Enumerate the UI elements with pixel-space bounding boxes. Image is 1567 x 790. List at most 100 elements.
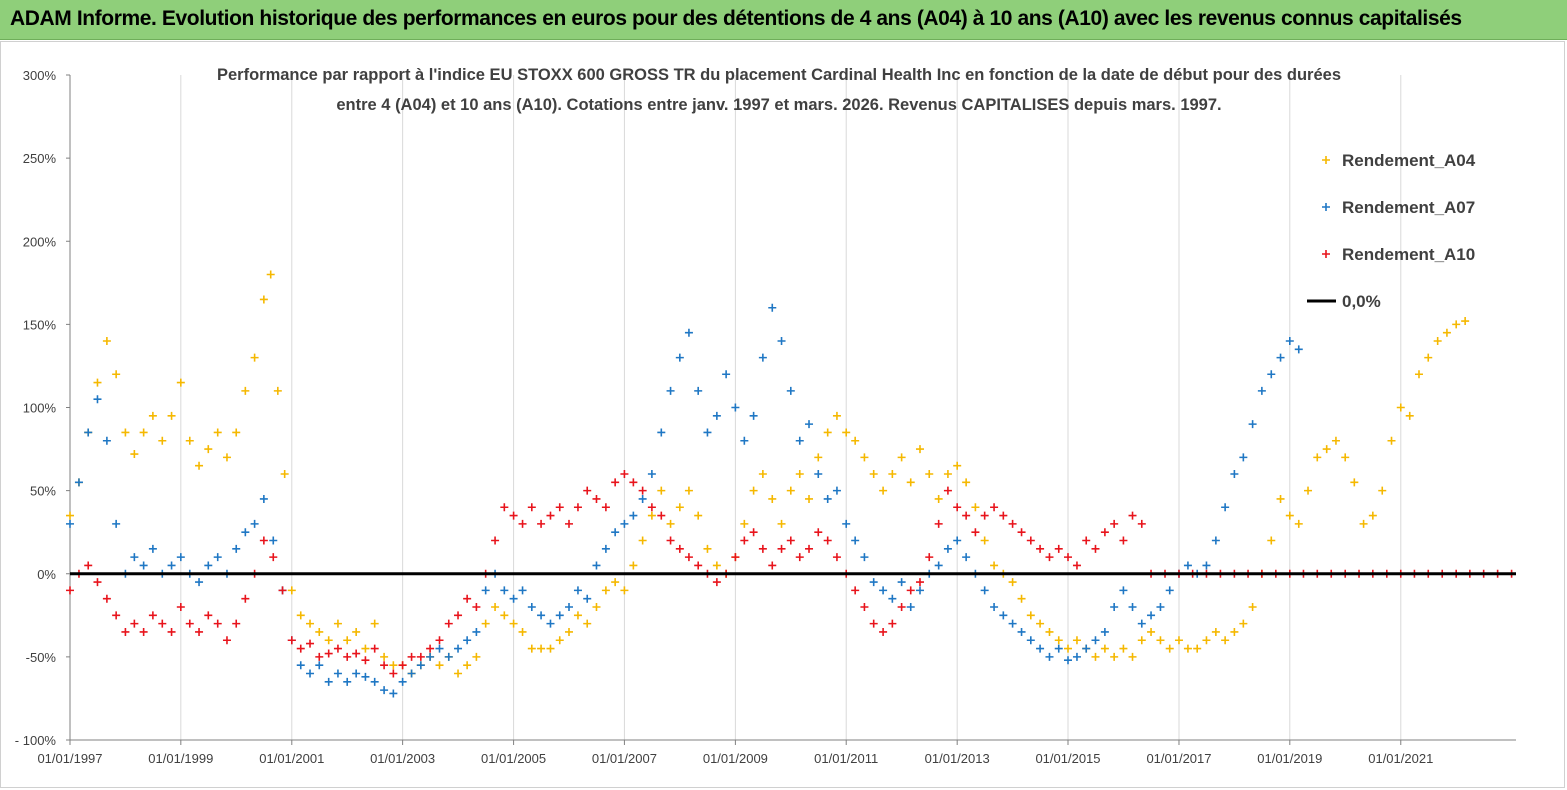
data-point <box>213 428 222 437</box>
x-tick-label: 01/01/2021 <box>1368 751 1433 766</box>
data-point <box>112 611 121 620</box>
data-point <box>1026 536 1035 545</box>
data-point <box>758 353 767 362</box>
data-point <box>176 553 185 562</box>
series-rendement-a07 <box>66 303 1303 698</box>
data-point <box>102 436 111 445</box>
data-point <box>805 420 814 429</box>
data-point <box>370 619 379 628</box>
data-point <box>1257 386 1266 395</box>
data-point <box>1165 644 1174 653</box>
data-point <box>842 428 851 437</box>
data-point <box>980 586 989 595</box>
data-point <box>296 661 305 670</box>
data-point <box>509 594 518 603</box>
data-point <box>768 494 777 503</box>
x-tick-label: 01/01/1997 <box>37 751 102 766</box>
data-point <box>195 578 204 587</box>
data-point <box>500 586 509 595</box>
chart-title-line2: entre 4 (A04) et 10 ans (A10). Cotations… <box>336 96 1221 114</box>
data-point <box>795 436 804 445</box>
data-point <box>213 619 222 628</box>
chart-title-line1: Performance par rapport à l'indice EU ST… <box>217 66 1341 84</box>
data-point <box>102 594 111 603</box>
legend-label: Rendement_A04 <box>1342 151 1476 170</box>
data-point <box>435 661 444 670</box>
data-point <box>620 519 629 528</box>
data-point <box>1221 503 1230 512</box>
data-point <box>1082 644 1091 653</box>
data-point <box>1239 453 1248 462</box>
data-point <box>1230 627 1239 636</box>
data-point <box>1091 544 1100 553</box>
data-point <box>546 511 555 520</box>
data-point <box>93 395 102 404</box>
data-point <box>278 586 287 595</box>
data-point <box>694 511 703 520</box>
data-point <box>1091 652 1100 661</box>
data-point <box>167 411 176 420</box>
data-point <box>953 536 962 545</box>
data-point <box>573 586 582 595</box>
data-point <box>703 428 712 437</box>
data-point <box>315 661 324 670</box>
data-point <box>555 503 564 512</box>
data-point <box>130 553 139 562</box>
data-point <box>611 478 620 487</box>
data-point <box>953 503 962 512</box>
data-point <box>657 511 666 520</box>
data-point <box>795 553 804 562</box>
data-point <box>666 386 675 395</box>
data-point <box>148 411 157 420</box>
data-point <box>416 652 425 661</box>
data-point <box>1137 636 1146 645</box>
data-point <box>472 603 481 611</box>
data-point <box>463 594 472 603</box>
y-tick-label: 100% <box>23 401 57 416</box>
data-point <box>638 486 647 495</box>
data-point <box>1017 627 1026 636</box>
data-point <box>398 677 407 686</box>
data-point <box>832 486 841 495</box>
data-point <box>897 578 906 587</box>
data-point <box>897 453 906 462</box>
y-tick-label: 150% <box>23 317 57 332</box>
data-point <box>758 544 767 553</box>
data-point <box>1008 519 1017 528</box>
data-point <box>398 661 407 670</box>
data-point <box>269 553 278 562</box>
data-point <box>555 636 564 645</box>
data-point <box>463 661 472 670</box>
data-point <box>1064 656 1073 665</box>
data-point <box>1183 644 1192 653</box>
y-tick-label: 250% <box>23 151 57 166</box>
data-point <box>509 619 518 628</box>
data-point <box>93 378 102 387</box>
data-point <box>435 644 444 653</box>
data-point <box>380 652 389 661</box>
legend: Rendement_A04 Rendement_A07 Rendement_A10 0… <box>1307 151 1476 311</box>
data-point <box>971 503 980 512</box>
data-point <box>573 503 582 512</box>
data-point <box>241 386 250 395</box>
data-point <box>1378 486 1387 495</box>
axes: 01/01/1997 01/01/1999 01/01/2001 01/01/2003… <box>15 68 1516 766</box>
data-point <box>805 494 814 503</box>
data-point <box>934 519 943 528</box>
data-point <box>139 561 148 570</box>
data-point <box>1026 636 1035 645</box>
report-banner: ADAM Informe. Evolution historique des p… <box>0 0 1567 40</box>
data-point <box>333 644 342 653</box>
data-point <box>897 603 906 611</box>
data-point <box>407 669 416 678</box>
data-point <box>481 586 490 595</box>
data-point <box>1165 586 1174 595</box>
data-point <box>66 586 74 595</box>
data-point <box>280 470 289 478</box>
data-point <box>786 536 795 545</box>
data-point <box>749 486 758 495</box>
data-point <box>1147 611 1156 620</box>
x-tick-label: 01/01/2001 <box>259 751 324 766</box>
data-point <box>1156 603 1165 611</box>
data-point <box>333 669 342 678</box>
